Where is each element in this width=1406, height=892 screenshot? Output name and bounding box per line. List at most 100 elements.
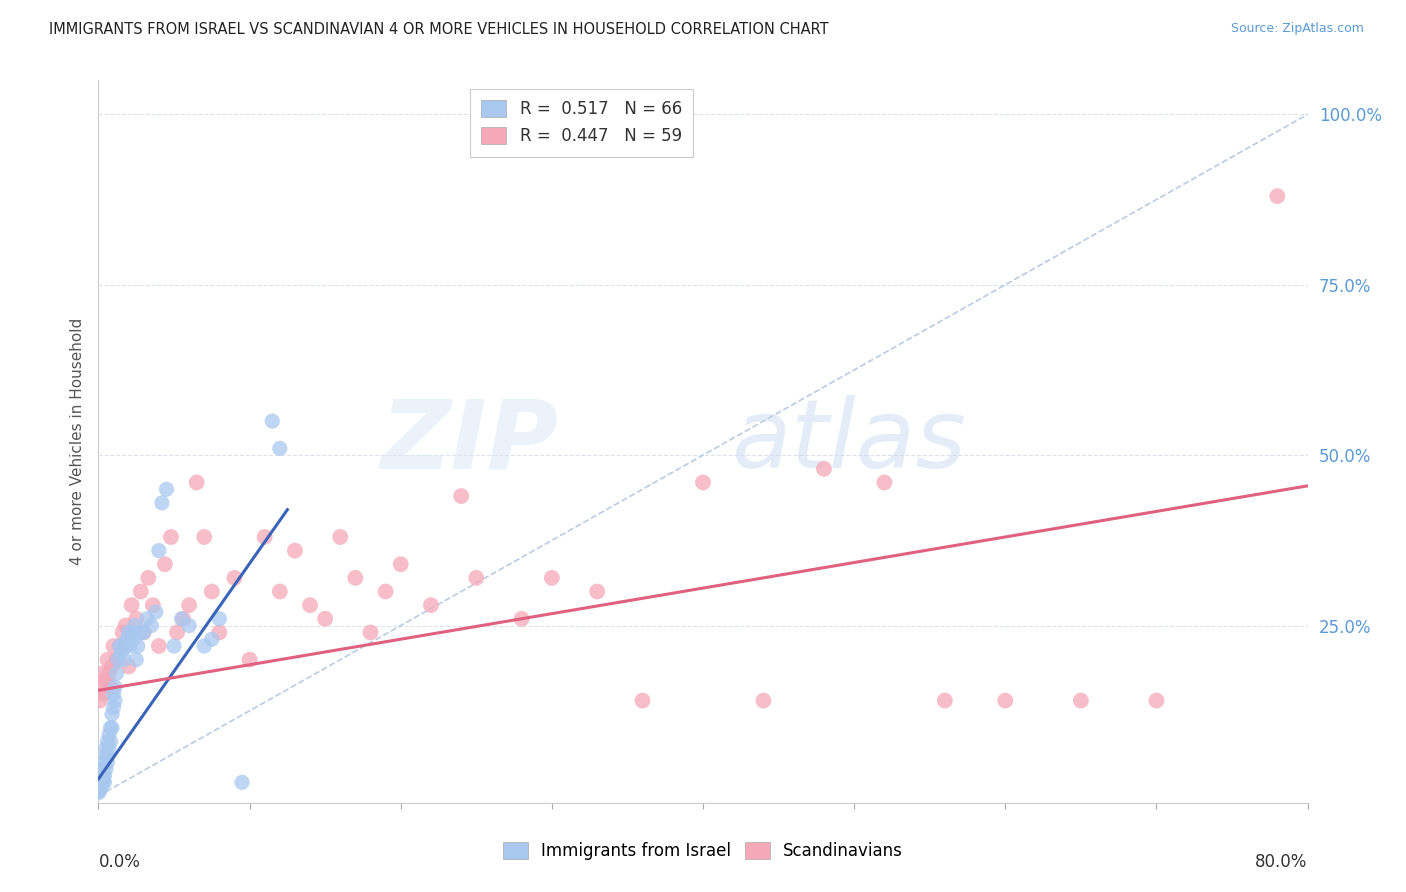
Point — [420, 598, 443, 612]
Point — [103, 639, 125, 653]
Point — [129, 625, 152, 640]
Point — [127, 639, 149, 653]
Point — [344, 571, 367, 585]
Text: Source: ZipAtlas.com: Source: ZipAtlas.com — [1230, 22, 1364, 36]
Point — [101, 659, 124, 673]
Point — [90, 779, 112, 793]
Point — [89, 782, 111, 797]
Point — [231, 775, 253, 789]
Point — [179, 618, 201, 632]
Point — [91, 762, 114, 776]
Point — [98, 741, 121, 756]
Point — [91, 666, 114, 681]
Point — [374, 584, 396, 599]
Point — [172, 612, 194, 626]
Point — [121, 598, 143, 612]
Point — [94, 741, 117, 756]
Point — [90, 680, 112, 694]
Point — [105, 666, 128, 681]
Point — [153, 558, 176, 572]
Point — [121, 625, 143, 640]
Point — [239, 653, 262, 667]
Point — [107, 653, 129, 667]
Point — [510, 612, 533, 626]
Point — [224, 571, 246, 585]
Point — [934, 693, 956, 707]
Point — [118, 625, 141, 640]
Point — [586, 584, 609, 599]
Point — [93, 755, 115, 769]
Point — [96, 653, 118, 667]
Point — [100, 734, 122, 748]
Point — [132, 625, 155, 640]
Point — [108, 639, 131, 653]
Point — [193, 530, 215, 544]
Point — [129, 584, 152, 599]
Point — [193, 639, 215, 653]
Point — [329, 530, 352, 544]
Point — [90, 775, 112, 789]
Point — [101, 707, 124, 722]
Point — [1070, 693, 1092, 707]
Point — [105, 653, 128, 667]
Point — [103, 700, 125, 714]
Point — [87, 786, 110, 800]
Point — [93, 687, 115, 701]
Point — [94, 673, 117, 687]
Point — [101, 721, 124, 735]
Point — [450, 489, 472, 503]
Point — [813, 462, 835, 476]
Point — [114, 639, 136, 653]
Point — [125, 612, 148, 626]
Point — [1144, 693, 1167, 707]
Point — [631, 693, 654, 707]
Point — [114, 618, 136, 632]
Point — [89, 779, 111, 793]
Point — [104, 693, 127, 707]
Point — [103, 687, 125, 701]
Legend: Immigrants from Israel, Scandinavians: Immigrants from Israel, Scandinavians — [496, 835, 910, 867]
Point — [91, 772, 114, 786]
Point — [110, 646, 132, 660]
Text: IMMIGRANTS FROM ISRAEL VS SCANDINAVIAN 4 OR MORE VEHICLES IN HOUSEHOLD CORRELATI: IMMIGRANTS FROM ISRAEL VS SCANDINAVIAN 4… — [49, 22, 828, 37]
Point — [994, 693, 1017, 707]
Point — [136, 571, 159, 585]
Point — [94, 762, 117, 776]
Point — [160, 530, 183, 544]
Point — [90, 768, 112, 782]
Point — [118, 659, 141, 673]
Text: atlas: atlas — [731, 395, 966, 488]
Point — [186, 475, 208, 490]
Point — [1267, 189, 1289, 203]
Point — [108, 639, 131, 653]
Point — [148, 639, 170, 653]
Point — [112, 653, 135, 667]
Point — [540, 571, 562, 585]
Point — [93, 775, 115, 789]
Point — [179, 598, 201, 612]
Point — [89, 783, 111, 797]
Point — [360, 625, 382, 640]
Point — [122, 632, 145, 647]
Point — [98, 728, 121, 742]
Point — [94, 748, 117, 763]
Point — [111, 639, 134, 653]
Point — [98, 666, 121, 681]
Point — [145, 605, 167, 619]
Point — [124, 618, 146, 632]
Point — [284, 543, 307, 558]
Point — [91, 775, 114, 789]
Point — [752, 693, 775, 707]
Point — [262, 414, 284, 428]
Point — [201, 584, 224, 599]
Point — [148, 543, 170, 558]
Point — [269, 442, 291, 456]
Point — [125, 653, 148, 667]
Point — [465, 571, 488, 585]
Point — [89, 775, 111, 789]
Point — [166, 625, 188, 640]
Point — [170, 612, 193, 626]
Point — [91, 768, 114, 782]
Point — [208, 625, 231, 640]
Point — [111, 625, 134, 640]
